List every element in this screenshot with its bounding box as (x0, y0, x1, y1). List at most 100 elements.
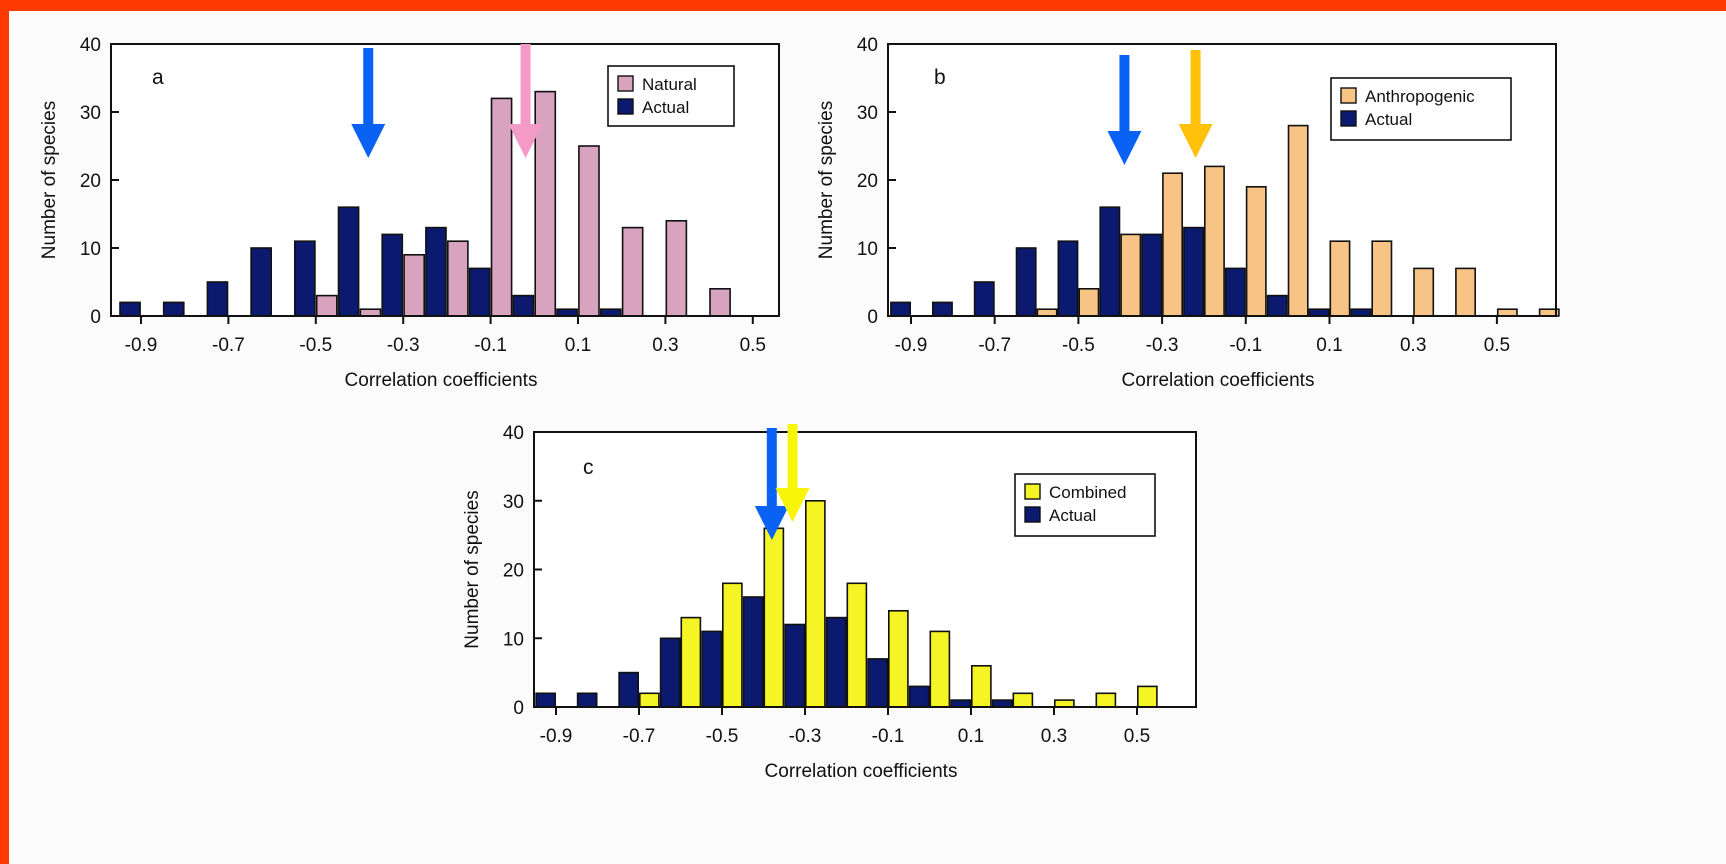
bar-anthropogenic (1205, 166, 1224, 316)
x-tick-label: -0.3 (387, 335, 420, 356)
x-tick-label: -0.9 (540, 726, 573, 747)
bar-actual (910, 686, 929, 707)
bar-actual (868, 659, 887, 707)
bar-combined (1013, 693, 1032, 707)
bar-anthropogenic (1414, 268, 1433, 316)
bar-anthropogenic (1163, 173, 1182, 316)
bar-combined (1138, 686, 1157, 707)
panel-c: 010203040-0.9 -0.7 -0.5 -0.3 -0.1 0.1 0.3 0.5Co… (462, 423, 1196, 782)
bar-natural (360, 309, 380, 316)
y-tick-label: 0 (90, 307, 101, 328)
y-axis-title: Number of species (462, 490, 483, 648)
bar-actual (557, 309, 577, 316)
bar-anthropogenic (1247, 187, 1266, 316)
legend-swatch (1025, 507, 1040, 522)
y-tick-label: 0 (867, 307, 878, 328)
legend-swatch (1341, 88, 1356, 103)
y-tick-label: 40 (857, 35, 878, 56)
bar-natural (710, 289, 730, 316)
bar-actual (1226, 268, 1245, 316)
y-tick-label: 30 (503, 492, 524, 513)
bar-natural (448, 241, 468, 316)
bar-actual (933, 302, 952, 316)
mean-arrow-shaft (363, 48, 373, 124)
panel-letter: a (152, 66, 164, 89)
bar-anthropogenic (1037, 309, 1056, 316)
bar-natural (579, 146, 599, 316)
bar-combined (681, 618, 700, 707)
mean-arrow-shaft (788, 424, 798, 488)
bar-actual (1142, 234, 1161, 316)
x-axis-title: Correlation coefficients (765, 761, 958, 782)
bar-combined (972, 666, 991, 707)
bar-natural (492, 98, 512, 316)
legend-label: Anthropogenic (1365, 87, 1475, 106)
x-tick-label: 0.5 (1484, 335, 1510, 356)
bar-actual (470, 268, 490, 316)
y-tick-label: 10 (857, 239, 878, 260)
y-tick-label: 20 (857, 171, 878, 192)
legend-swatch (618, 76, 633, 91)
bar-anthropogenic (1456, 268, 1475, 316)
legend-swatch (1025, 484, 1040, 499)
bar-combined (764, 528, 783, 707)
x-tick-label: -0.5 (1062, 335, 1095, 356)
bar-combined (889, 611, 908, 707)
bar-actual (975, 282, 994, 316)
x-tick-label: -0.5 (706, 726, 739, 747)
legend-label: Actual (1365, 110, 1412, 129)
x-tick-label: 0.5 (1124, 726, 1150, 747)
mean-arrow-shaft (1119, 55, 1129, 131)
y-tick-label: 40 (503, 423, 524, 444)
bar-actual (1100, 207, 1119, 316)
mean-arrow-shaft (521, 44, 531, 124)
x-axis-title: Correlation coefficients (345, 370, 538, 391)
bar-actual (891, 302, 910, 316)
bar-actual (1058, 241, 1077, 316)
legend-swatch (618, 99, 633, 114)
bar-actual (513, 296, 533, 316)
bar-actual (1017, 248, 1036, 316)
bar-actual (1184, 228, 1203, 316)
bar-actual (1268, 296, 1287, 316)
bar-combined (723, 583, 742, 707)
bar-anthropogenic (1079, 289, 1098, 316)
bar-actual (536, 693, 555, 707)
bar-actual (951, 700, 970, 707)
x-tick-label: -0.5 (299, 335, 332, 356)
legend-swatch (1341, 111, 1356, 126)
bar-combined (847, 583, 866, 707)
y-tick-label: 10 (80, 239, 101, 260)
bar-actual (1309, 309, 1328, 316)
x-tick-label: 0.3 (652, 335, 678, 356)
bar-actual (339, 207, 359, 316)
y-axis-title: Number of species (816, 101, 837, 259)
bar-actual (164, 302, 184, 316)
y-tick-label: 20 (80, 171, 101, 192)
panel-letter: c (583, 456, 594, 479)
x-tick-label: -0.3 (789, 726, 822, 747)
legend-label: Combined (1049, 483, 1127, 502)
bar-actual (661, 638, 680, 707)
y-tick-label: 30 (80, 103, 101, 124)
bar-natural (623, 228, 643, 316)
bar-actual (251, 248, 271, 316)
bar-actual (827, 618, 846, 707)
bar-actual (382, 234, 402, 316)
y-tick-label: 30 (857, 103, 878, 124)
bar-anthropogenic (1372, 241, 1391, 316)
bar-combined (930, 631, 949, 707)
bar-combined (1055, 700, 1074, 707)
bar-anthropogenic (1121, 234, 1140, 316)
x-tick-label: -0.7 (623, 726, 656, 747)
bar-actual (601, 309, 621, 316)
bar-actual (295, 241, 315, 316)
y-tick-label: 10 (503, 629, 524, 650)
y-tick-label: 40 (80, 35, 101, 56)
bar-combined (1096, 693, 1115, 707)
y-axis-title: Number of species (39, 101, 60, 259)
legend-label: Actual (642, 98, 689, 117)
bar-combined (640, 693, 659, 707)
bar-actual (993, 700, 1012, 707)
bar-natural (666, 221, 686, 316)
